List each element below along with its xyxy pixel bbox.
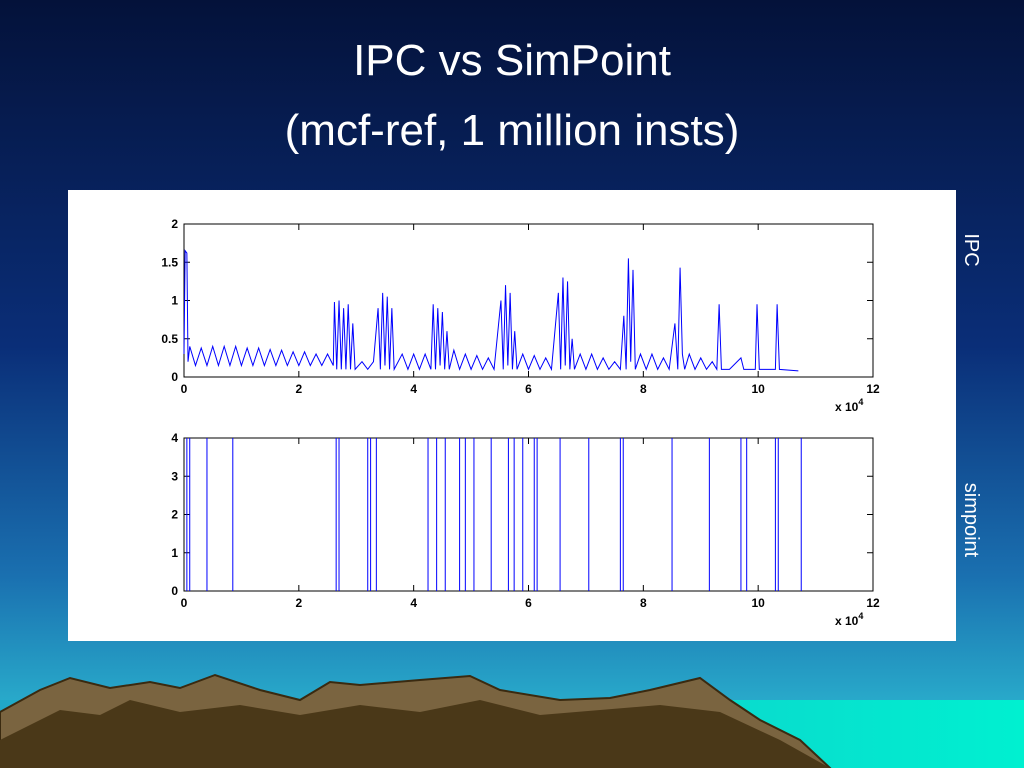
x-tick-label: 8: [640, 382, 647, 396]
y-tick-label: 0.5: [161, 332, 178, 346]
title-line-2: (mcf-ref, 1 million insts): [285, 106, 740, 155]
y-tick-label: 0: [171, 584, 178, 598]
x-multiplier-exponent: 4: [858, 611, 863, 621]
x-tick-label: 12: [866, 382, 880, 396]
x-multiplier-base: x 10: [835, 400, 859, 414]
x-tick-label: 0: [181, 382, 188, 396]
title-line-1: IPC vs SimPoint: [353, 36, 671, 85]
side-label: simpoint: [960, 483, 982, 558]
x-tick-label: 2: [295, 596, 302, 610]
x-tick-label: 4: [410, 596, 417, 610]
y-tick-label: 0: [171, 370, 178, 384]
ipc-line: [183, 249, 799, 372]
x-tick-label: 6: [525, 596, 532, 610]
y-tick-label: 1.5: [161, 255, 178, 269]
x-tick-label: 6: [525, 382, 532, 396]
mountain-shadow: [0, 700, 830, 768]
x-tick-label: 10: [751, 596, 765, 610]
x-tick-label: 2: [295, 382, 302, 396]
side-label: IPC: [960, 233, 982, 266]
y-tick-label: 2: [171, 217, 178, 231]
x-multiplier-exponent: 4: [858, 397, 863, 407]
y-tick-label: 4: [171, 431, 178, 445]
x-tick-label: 4: [410, 382, 417, 396]
x-multiplier: x 104: [835, 611, 863, 628]
x-tick-label: 10: [751, 382, 765, 396]
y-tick-label: 3: [171, 469, 178, 483]
x-tick-label: 12: [866, 596, 880, 610]
x-multiplier-base: x 10: [835, 614, 859, 628]
y-tick-label: 1: [171, 294, 178, 308]
y-tick-label: 1: [171, 546, 178, 560]
x-tick-label: 0: [181, 596, 188, 610]
x-tick-label: 8: [640, 596, 647, 610]
x-multiplier: x 104: [835, 397, 863, 414]
figure-panel: [68, 190, 956, 641]
y-tick-label: 2: [171, 508, 178, 522]
